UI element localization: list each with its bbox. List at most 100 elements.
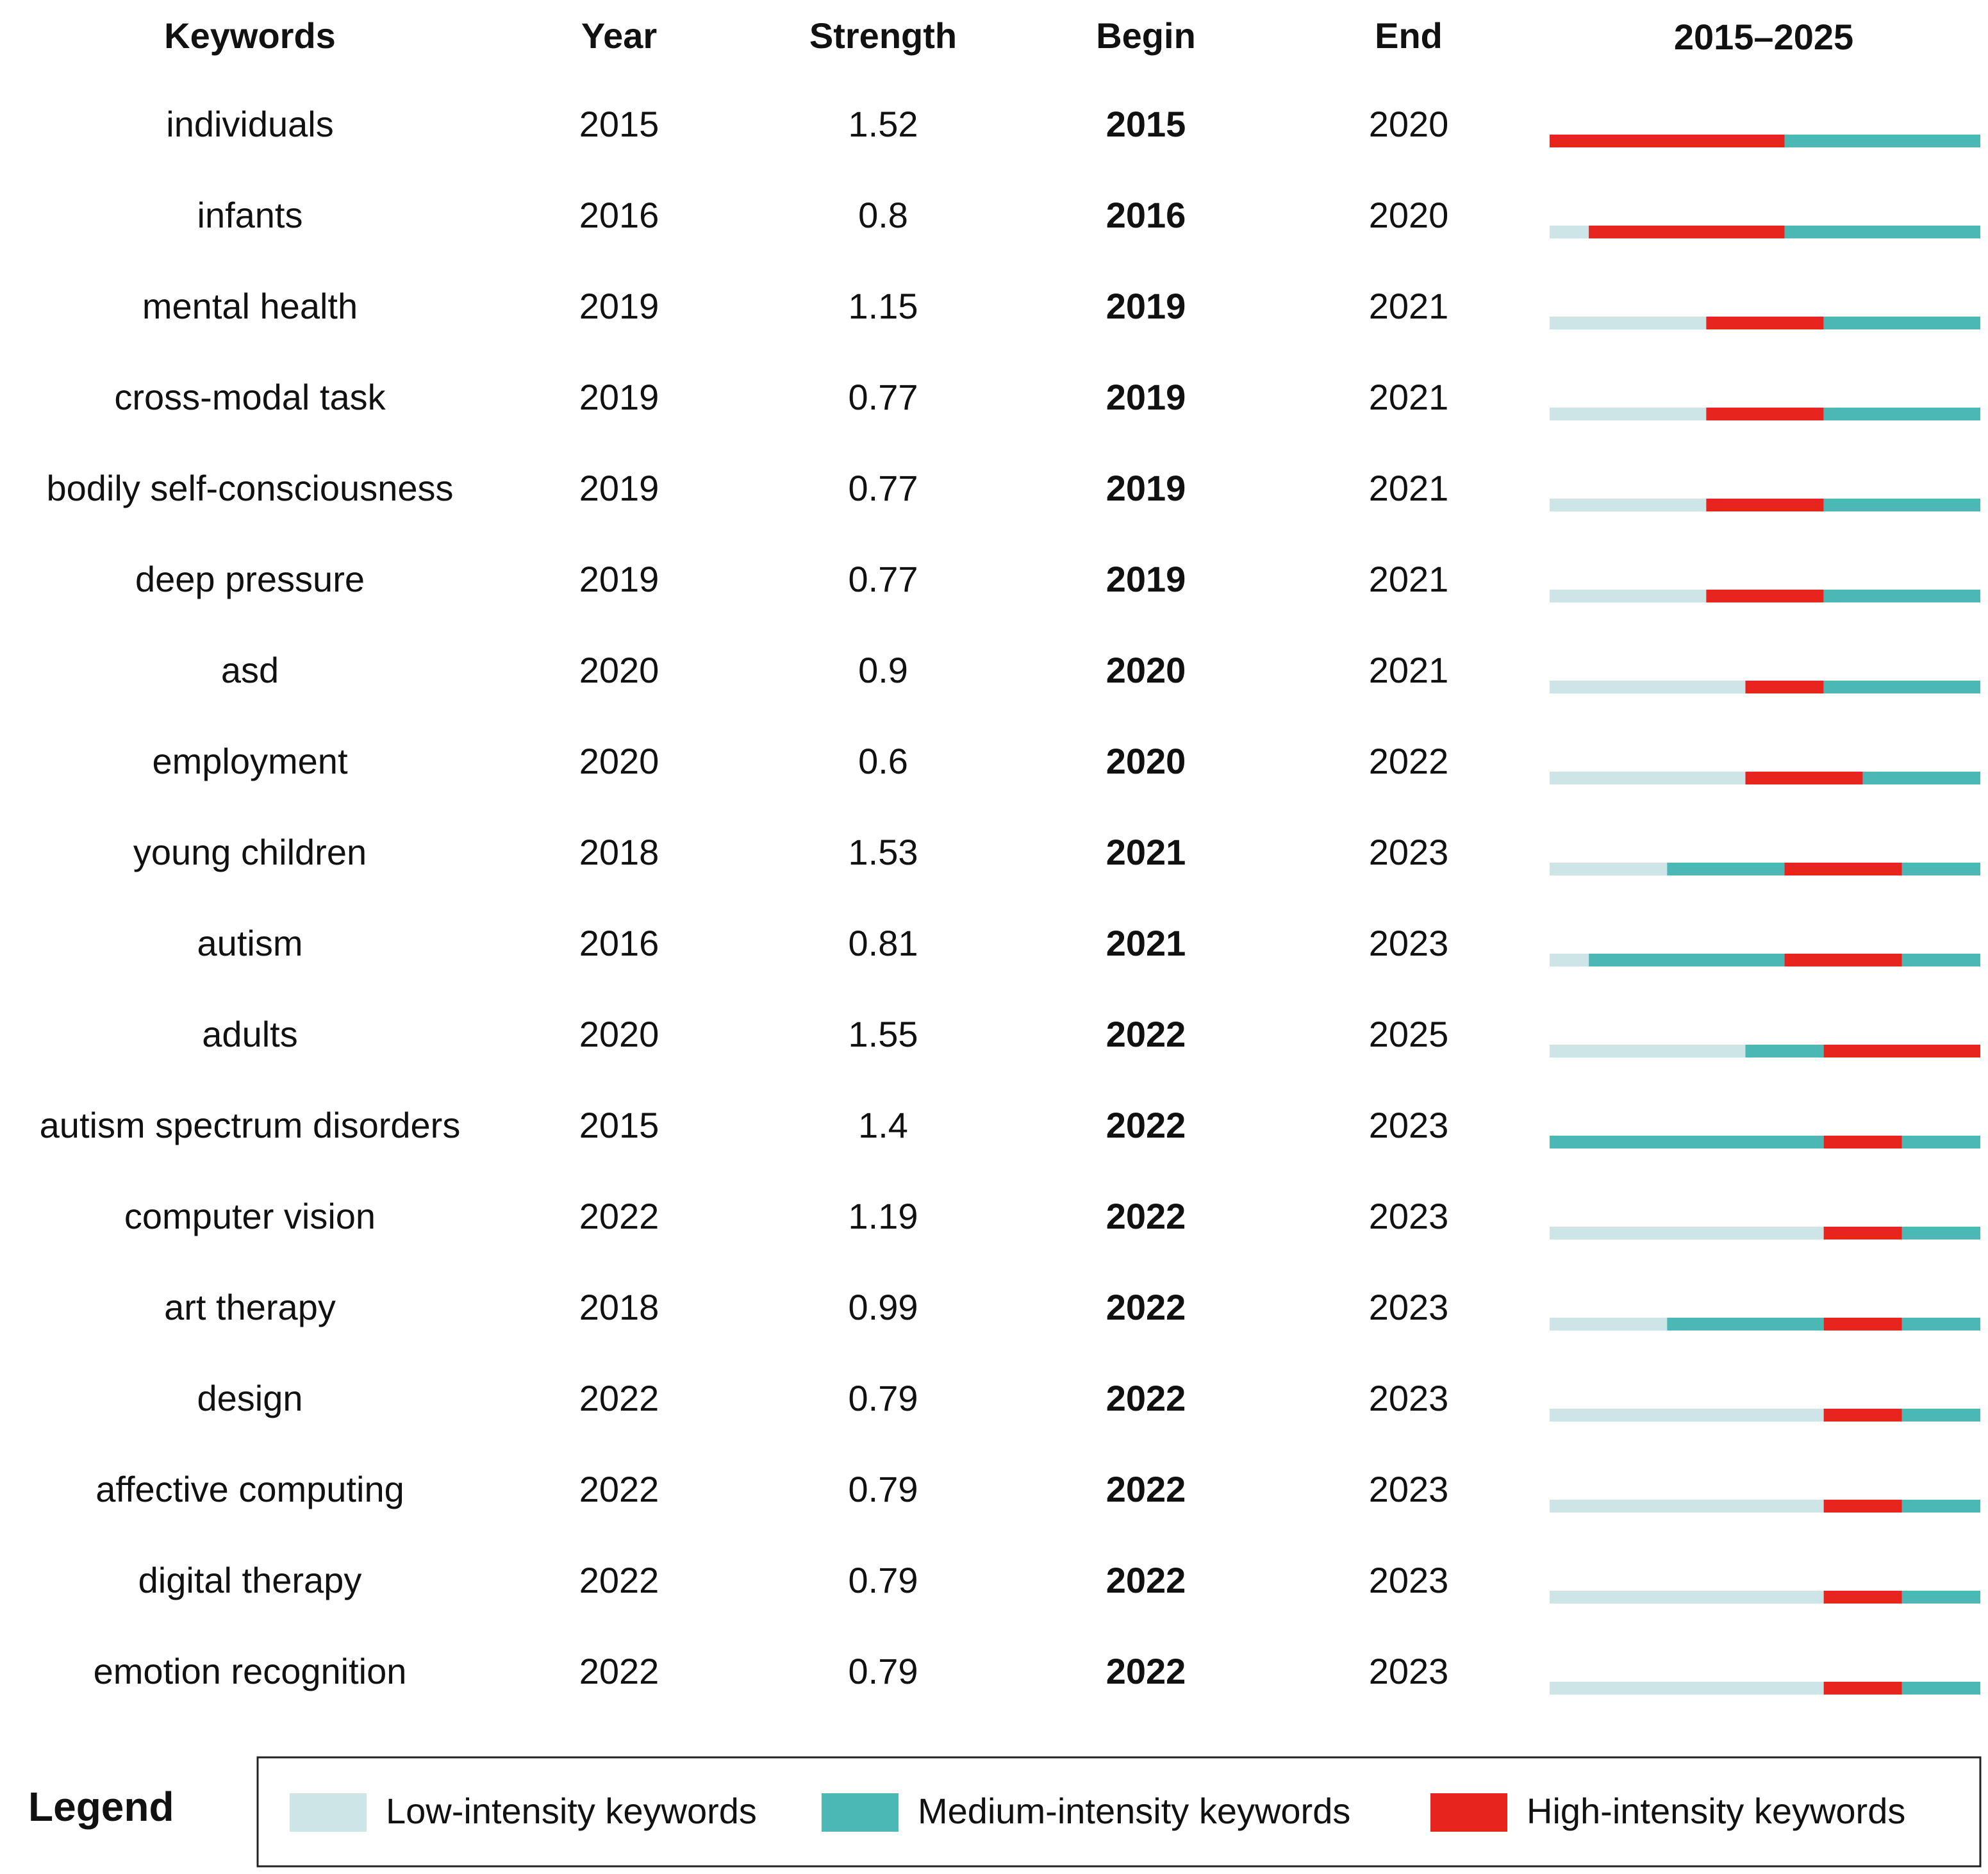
- begin: 2022: [1106, 1287, 1186, 1327]
- strength: 1.4: [858, 1105, 908, 1145]
- year: 2016: [579, 923, 659, 963]
- keyword: autism: [197, 923, 303, 963]
- begin: 2022: [1106, 1105, 1186, 1145]
- medium-segment: [1589, 954, 1785, 966]
- end: 2021: [1369, 468, 1449, 508]
- medium-segment: [1901, 1136, 1980, 1148]
- end: 2023: [1369, 1560, 1449, 1600]
- legend-box: [256, 1756, 1982, 1868]
- year: 2015: [579, 1105, 659, 1145]
- year: 2019: [579, 377, 659, 417]
- strength: 0.79: [849, 1651, 918, 1691]
- begin: 2022: [1106, 1560, 1186, 1600]
- strength: 0.79: [849, 1469, 918, 1509]
- strength: 1.52: [849, 104, 918, 144]
- strength: 1.19: [849, 1196, 918, 1236]
- keyword: computer vision: [124, 1196, 376, 1236]
- medium-segment: [1823, 408, 1980, 420]
- year: 2022: [579, 1196, 659, 1236]
- begin: 2020: [1106, 650, 1186, 690]
- medium-segment: [1901, 1591, 1980, 1604]
- keyword: asd: [221, 650, 279, 690]
- low-segment: [1550, 863, 1668, 875]
- low-segment: [1550, 317, 1707, 329]
- high-segment: [1784, 863, 1902, 875]
- low-segment: [1550, 954, 1589, 966]
- low-segment: [1550, 499, 1707, 511]
- year: 2020: [579, 1014, 659, 1054]
- keyword: emotion recognition: [94, 1651, 407, 1691]
- high-segment: [1823, 1318, 1902, 1331]
- legend-label: Medium-intensity keywords: [918, 1791, 1350, 1831]
- year: 2022: [579, 1469, 659, 1509]
- low-segment: [1550, 1227, 1824, 1240]
- end: 2023: [1369, 1287, 1449, 1327]
- low-segment: [1550, 681, 1746, 693]
- high-segment: [1589, 226, 1785, 238]
- high-segment: [1550, 135, 1785, 147]
- end: 2020: [1369, 104, 1449, 144]
- medium-segment: [1862, 772, 1980, 784]
- high-segment: [1745, 681, 1824, 693]
- high-segment: [1745, 772, 1863, 784]
- keyword: autism spectrum disorders: [40, 1105, 461, 1145]
- begin: 2015: [1106, 104, 1186, 144]
- strength: 0.8: [858, 195, 908, 235]
- medium-segment: [1823, 681, 1980, 693]
- medium-segment: [1901, 954, 1980, 966]
- begin: 2019: [1106, 286, 1186, 326]
- low-segment: [1550, 1682, 1824, 1695]
- legend-label: Low-intensity keywords: [386, 1791, 757, 1831]
- low-segment: [1550, 1591, 1824, 1604]
- begin: 2021: [1106, 923, 1186, 963]
- medium-segment: [1784, 226, 1980, 238]
- low-segment: [1550, 1500, 1824, 1513]
- end: 2021: [1369, 650, 1449, 690]
- column-header: End: [1375, 15, 1443, 56]
- low-segment: [1550, 772, 1746, 784]
- medium-segment: [1901, 1227, 1980, 1240]
- keyword: digital therapy: [138, 1560, 362, 1600]
- begin: 2016: [1106, 195, 1186, 235]
- high-segment: [1706, 499, 1824, 511]
- medium-segment: [1667, 863, 1785, 875]
- high-segment: [1706, 317, 1824, 329]
- keyword: design: [197, 1378, 302, 1418]
- column-header: Year: [581, 15, 657, 56]
- high-segment: [1823, 1682, 1902, 1695]
- end: 2021: [1369, 377, 1449, 417]
- begin: 2019: [1106, 559, 1186, 599]
- strength: 0.79: [849, 1378, 918, 1418]
- strength: 1.15: [849, 286, 918, 326]
- keyword: employment: [152, 741, 347, 781]
- column-header: Keywords: [164, 15, 336, 56]
- keyword: deep pressure: [135, 559, 365, 599]
- medium-segment: [1550, 1136, 1824, 1148]
- strength: 0.79: [849, 1560, 918, 1600]
- begin: 2020: [1106, 741, 1186, 781]
- end: 2021: [1369, 559, 1449, 599]
- keyword: infants: [197, 195, 303, 235]
- low-segment: [1550, 1318, 1668, 1331]
- strength: 0.77: [849, 377, 918, 417]
- year: 2019: [579, 286, 659, 326]
- strength: 0.77: [849, 559, 918, 599]
- begin: 2022: [1106, 1196, 1186, 1236]
- high-segment: [1823, 1500, 1902, 1513]
- strength: 0.99: [849, 1287, 918, 1327]
- medium-segment: [1901, 1500, 1980, 1513]
- high-segment: [1823, 1227, 1902, 1240]
- medium-segment: [1745, 1045, 1824, 1057]
- begin: 2019: [1106, 377, 1186, 417]
- year: 2018: [579, 832, 659, 872]
- medium-segment: [1823, 590, 1980, 602]
- column-header: Strength: [809, 15, 957, 56]
- legend-swatch: [290, 1793, 367, 1832]
- year: 2022: [579, 1560, 659, 1600]
- low-segment: [1550, 408, 1707, 420]
- column-header: Begin: [1096, 15, 1196, 56]
- keyword: art therapy: [164, 1287, 336, 1327]
- low-segment: [1550, 1409, 1824, 1422]
- year: 2016: [579, 195, 659, 235]
